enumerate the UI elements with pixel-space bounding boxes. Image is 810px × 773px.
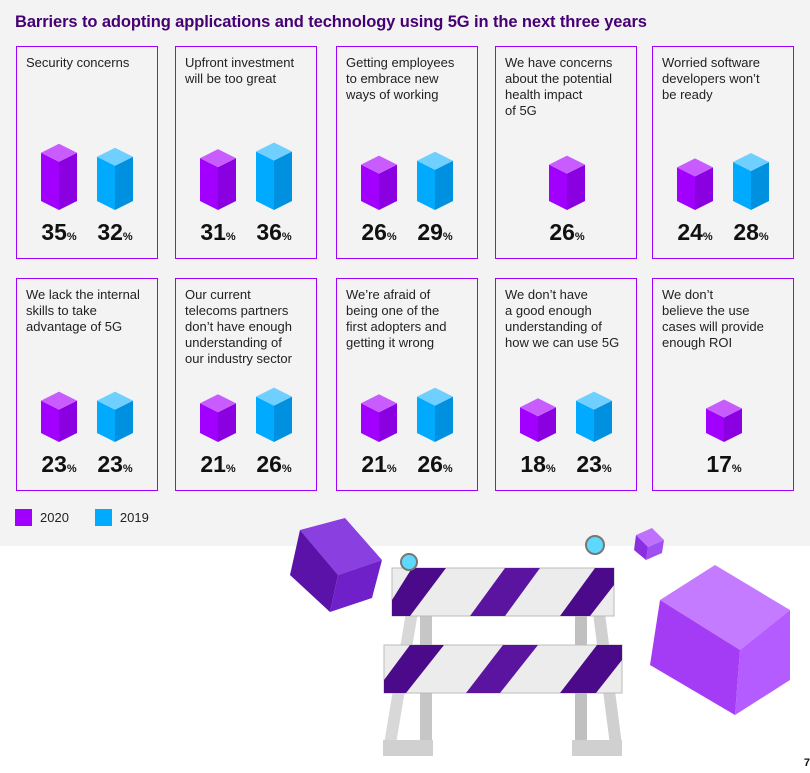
barrier-cubes <box>41 143 133 210</box>
value-2019: 29% <box>417 219 453 245</box>
legend-swatch-2020 <box>15 509 32 526</box>
cube-2019 <box>256 387 292 442</box>
cube-2020 <box>41 143 77 210</box>
value-2019: 26% <box>417 451 453 477</box>
cube-2019 <box>97 147 133 210</box>
value-2020: 17% <box>706 451 742 477</box>
value-2019: 23% <box>97 451 133 477</box>
barrier-card: We’re afraid of being one of the first a… <box>336 278 478 491</box>
cube-2019 <box>417 387 453 442</box>
barrier-cubes <box>200 387 292 442</box>
floating-cube-right <box>650 565 790 715</box>
cube-2019 <box>576 391 612 442</box>
barrier-card: Worried software developers won’t be rea… <box>652 46 794 259</box>
cube-2020 <box>41 391 77 442</box>
barrier-cubes <box>677 153 769 210</box>
barrier-card: Getting employees to embrace new ways of… <box>336 46 478 259</box>
page-number: 7 <box>803 757 810 769</box>
value-2020: 21% <box>200 451 236 477</box>
value-2019: 36% <box>256 219 292 245</box>
barrier-card: Upfront investment will be too great 31% 3… <box>175 46 317 259</box>
barrier-card: Security concerns 35% 32% <box>16 46 158 259</box>
legend-label-2019: 2019 <box>119 510 149 525</box>
value-2019: 23% <box>576 451 612 477</box>
cube-2020 <box>520 398 556 442</box>
barrier-cubes <box>706 399 742 442</box>
cube-2019 <box>97 391 133 442</box>
cube-2020 <box>549 155 585 210</box>
value-2020: 24% <box>677 219 713 245</box>
value-2020: 23% <box>41 451 77 477</box>
barricade <box>383 535 623 756</box>
legend: 2020 2019 <box>15 509 149 526</box>
cube-2019 <box>733 153 769 210</box>
value-2020: 21% <box>361 451 397 477</box>
value-2019: 26% <box>256 451 292 477</box>
barrier-label: We don’t believe the use cases will prov… <box>662 287 764 350</box>
barrier-label: Security concerns <box>26 55 130 70</box>
legend-label-2020: 2020 <box>40 510 69 525</box>
cube-2019 <box>256 142 292 210</box>
cube-2020 <box>706 399 742 442</box>
cube-2019 <box>417 151 453 210</box>
barrier-label: Getting employees to embrace new ways of… <box>346 55 455 102</box>
legend-swatch-2019 <box>94 509 112 526</box>
value-2019: 28% <box>733 219 769 245</box>
barrier-label: We don’t have a good enough understandin… <box>505 287 620 350</box>
floating-cube-small <box>634 528 664 560</box>
barrier-cubes <box>361 387 453 442</box>
barrier-card: We lack the internal skills to take adva… <box>16 278 158 491</box>
barrier-label: We have concerns about the potential hea… <box>505 55 613 118</box>
floating-cube-left <box>290 518 382 612</box>
value-2020: 26% <box>361 219 397 245</box>
cube-2020 <box>200 149 236 210</box>
barrier-card: We don’t have a good enough understandin… <box>495 278 637 491</box>
barrier-card: Our current telecoms partners don’t have… <box>175 278 317 491</box>
value-2020: 35% <box>41 219 77 245</box>
barrier-label: We lack the internal skills to take adva… <box>26 287 140 334</box>
cube-2020 <box>677 158 713 210</box>
barrier-label: We’re afraid of being one of the first a… <box>346 287 447 350</box>
barrier-label: Our current telecoms partners don’t have… <box>185 287 292 366</box>
cube-2020 <box>361 155 397 210</box>
cube-2020 <box>200 394 236 442</box>
barrier-cubes <box>200 142 292 210</box>
barrier-cubes <box>41 391 133 442</box>
barrier-label: Worried software developers won’t be rea… <box>662 55 761 102</box>
barrier-card: We don’t believe the use cases will prov… <box>652 278 794 491</box>
value-2019: 32% <box>97 219 133 245</box>
barrier-cubes <box>549 155 585 210</box>
value-2020: 26% <box>549 219 585 245</box>
value-2020: 31% <box>200 219 236 245</box>
barrier-cubes <box>361 151 453 210</box>
value-2020: 18% <box>520 451 556 477</box>
barrier-cubes <box>520 391 612 442</box>
barrier-label: Upfront investment will be too great <box>185 55 295 86</box>
chart-title: Barriers to adopting applications and te… <box>15 13 647 31</box>
cube-2020 <box>361 394 397 442</box>
barrier-card: We have concerns about the potential hea… <box>495 46 637 259</box>
